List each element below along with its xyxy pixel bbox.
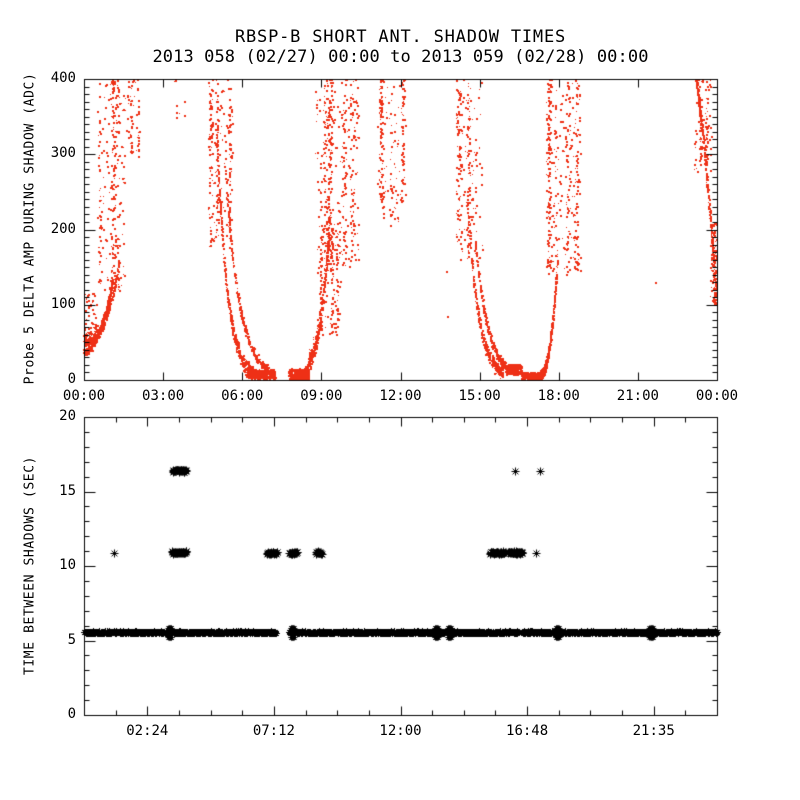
- top-x-tick-label: 18:00: [537, 388, 580, 404]
- chart-title: RBSP-B SHORT ANT. SHADOW TIMES: [234, 27, 567, 47]
- bottom-y-tick-label: 0: [67, 706, 76, 722]
- bottom-y-tick-label: 10: [59, 557, 76, 573]
- top-y-tick-label: 0: [67, 371, 76, 387]
- bottom-x-tick-label: 12:00: [379, 723, 422, 739]
- bottom-x-tick-label: 16:48: [506, 723, 549, 739]
- top-x-tick-label: 12:00: [379, 388, 422, 404]
- top-x-tick-label: 21:00: [616, 388, 659, 404]
- top-y-tick-label: 200: [50, 220, 76, 237]
- bottom-y-tick-label: 5: [67, 631, 76, 648]
- top-y-tick-label: 100: [50, 295, 76, 312]
- bottom-x-tick-label: 21:35: [632, 723, 675, 739]
- bottom-x-tick-label: 07:12: [252, 723, 295, 739]
- bottom-y-tick-label: 20: [59, 408, 76, 424]
- top-x-tick-label: 09:00: [300, 388, 343, 404]
- top-x-tick-label: 00:00: [62, 388, 106, 404]
- top-x-tick-label: 00:00: [695, 388, 739, 404]
- top-y-tick-label: 400: [50, 70, 76, 86]
- chart-subtitle: 2013 058 (02/27) 00:00 to 2013 059 (02/2…: [152, 47, 649, 67]
- top-x-tick-label: 06:00: [221, 388, 264, 404]
- top-x-tick-label: 03:00: [142, 388, 185, 404]
- top-y-tick-label: 300: [50, 145, 76, 162]
- top-x-tick-label: 15:00: [458, 388, 501, 404]
- bottom-x-tick-label: 02:24: [126, 723, 169, 739]
- bottom-y-tick-label: 15: [59, 482, 76, 499]
